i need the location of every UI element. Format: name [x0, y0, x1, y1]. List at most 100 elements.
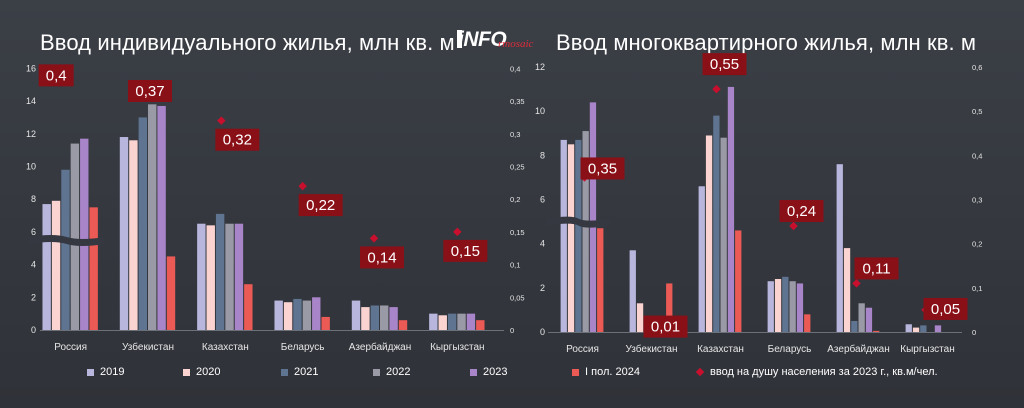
- per-capita-label: 0,24: [787, 203, 816, 220]
- chart-legend: 2019 2020 2021 2022 2023 I пол. 2024 ввод на д…: [0, 366, 1024, 386]
- bar-2019: [905, 324, 912, 332]
- y2-tick-label: 0,3: [972, 196, 982, 205]
- bar-I-пол.-2024: [804, 314, 811, 332]
- y-tick-label: 4: [31, 260, 36, 270]
- per-capita-label-box: [779, 200, 824, 223]
- category-label: Кыргызстан: [900, 344, 954, 355]
- category-label: Казахстан: [202, 342, 249, 353]
- bar-2020: [912, 327, 920, 332]
- y2-tick-label: 0,1: [972, 284, 982, 293]
- bar-2019: [560, 139, 567, 332]
- bar-2021: [61, 169, 70, 330]
- bar-2023: [796, 283, 804, 332]
- bar-2019: [629, 250, 636, 332]
- per-capita-marker: [852, 279, 861, 288]
- info-logo: iNFO rmosaic: [457, 28, 533, 54]
- y-tick-label: 6: [31, 227, 36, 237]
- bar-2020: [843, 248, 851, 332]
- y2-tick-label: 0,05: [510, 293, 525, 302]
- logo-main-text: iNFO: [458, 28, 507, 51]
- y-tick-label: 10: [26, 161, 36, 171]
- y-tick-label: 2: [31, 292, 36, 302]
- per-capita-marker: [217, 116, 226, 125]
- category-label: Азербайджан: [349, 341, 412, 353]
- right-chart-title: Ввод многоквартирного жилья, млн кв. м: [556, 30, 977, 55]
- per-capita-label: 0,4: [46, 67, 67, 84]
- bar-2022: [582, 131, 589, 332]
- bar-I-пол.-2024: [166, 256, 176, 330]
- bar-2021: [215, 213, 225, 330]
- bar-2021: [851, 320, 858, 332]
- bar-2022: [789, 281, 796, 332]
- y-tick-label: 16: [26, 63, 36, 73]
- per-capita-label-box: [215, 128, 260, 151]
- bar-2022: [457, 313, 466, 330]
- legend-label: ввод на душу населения за 2023 г., кв.м/…: [710, 366, 938, 378]
- per-capita-label-box: [360, 246, 404, 269]
- axis-break: [546, 216, 611, 228]
- bar-2023: [389, 307, 398, 330]
- category-label: Кыргызстан: [430, 342, 484, 353]
- bar-I-пол.-2024: [244, 284, 253, 330]
- bar-I-пол.-2024: [89, 207, 98, 330]
- legend-item: 2019: [87, 366, 124, 378]
- legend-item: I пол. 2024: [572, 366, 640, 378]
- bar-I-пол.-2024: [666, 283, 673, 332]
- bar-2022: [380, 305, 389, 330]
- bar-2021: [782, 276, 789, 332]
- y2-tick-label: 0,4: [972, 151, 982, 160]
- bar-2019: [429, 313, 438, 330]
- per-capita-label: 0,01: [651, 319, 680, 336]
- bar-2019: [42, 204, 51, 330]
- y2-tick-label: 0,3: [510, 130, 520, 139]
- logo-bar: [457, 30, 462, 48]
- per-capita-marker: [453, 227, 462, 237]
- left-chart-title: Ввод индивидуального жилья, млн кв. м: [40, 30, 455, 55]
- bar-2023: [157, 105, 166, 330]
- y-tick-label: 2: [540, 283, 545, 293]
- per-capita-label-box: [38, 64, 74, 87]
- y-tick-label: 8: [540, 150, 545, 160]
- category-label: Узбекистан: [626, 343, 678, 355]
- legend-item: 2021: [281, 366, 318, 378]
- per-capita-label: 0,05: [931, 301, 960, 318]
- bar-2020: [283, 302, 293, 330]
- legend-label: 2021: [294, 366, 319, 378]
- per-capita-label: 0,22: [306, 197, 335, 214]
- bar-2019: [836, 164, 843, 332]
- per-capita-label-box: [854, 257, 899, 280]
- y-tick-label: 14: [26, 96, 36, 106]
- bar-2021: [920, 325, 927, 332]
- bar-2019: [274, 300, 283, 330]
- y-tick-label: 8: [31, 194, 36, 204]
- y2-tick-label: 0: [510, 326, 514, 335]
- bar-I-пол.-2024: [873, 330, 880, 332]
- bar-2022: [148, 104, 157, 331]
- bar-I-пол.-2024: [321, 316, 330, 330]
- legend-swatch: [572, 368, 579, 376]
- bar-2023: [466, 313, 476, 330]
- bar-2023: [727, 86, 735, 332]
- bar-2022: [858, 303, 865, 332]
- legend-item: 2022: [373, 366, 410, 378]
- bar-2020: [774, 279, 782, 332]
- bar-2021: [138, 117, 147, 330]
- per-capita-label-box: [702, 53, 747, 76]
- y-tick-label: 4: [540, 239, 545, 249]
- category-label: Азербайджан: [827, 343, 890, 355]
- per-capita-label-box: [643, 315, 688, 338]
- legend-swatch: [373, 368, 380, 376]
- y2-tick-label: 0,5: [972, 107, 982, 116]
- y2-tick-label: 0,35: [510, 97, 525, 106]
- bar-2022: [302, 300, 312, 330]
- per-capita-label-box: [128, 79, 172, 102]
- bar-2023: [934, 325, 942, 332]
- bar-2020: [129, 140, 138, 330]
- category-label: Россия: [566, 344, 599, 355]
- bar-2023: [312, 297, 321, 330]
- y2-tick-label: 0,2: [510, 195, 520, 204]
- y2-tick-label: 0,25: [510, 162, 525, 171]
- legend-item: 2023: [470, 366, 507, 378]
